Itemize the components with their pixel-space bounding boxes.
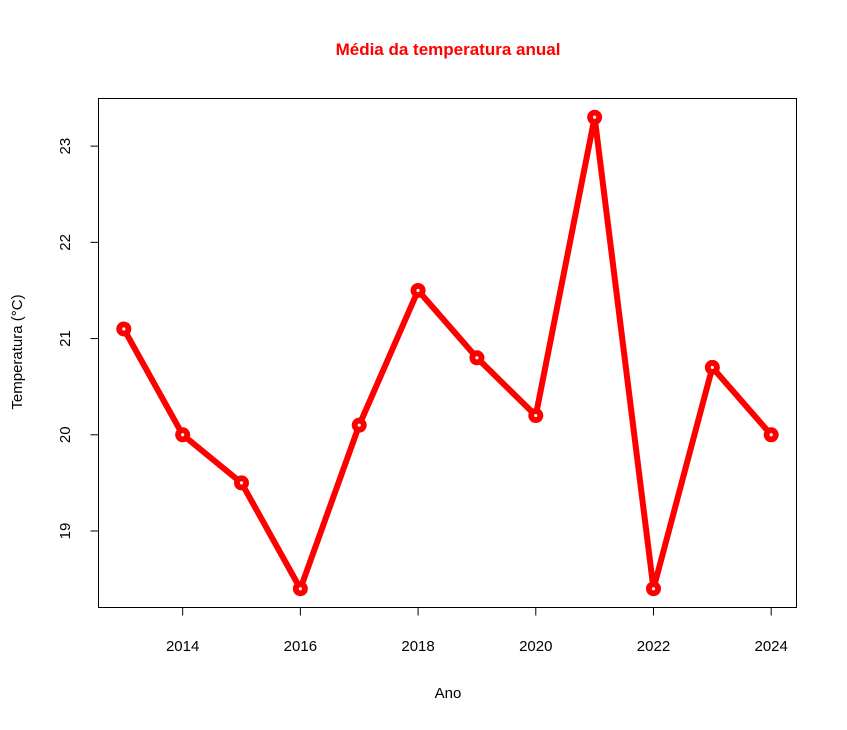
data-point-center	[475, 356, 479, 360]
temperature-series	[116, 109, 779, 597]
data-point-center	[181, 433, 185, 437]
y-tick-label: 20	[57, 426, 74, 443]
data-point-center	[298, 587, 302, 591]
y-tick-label: 21	[57, 330, 74, 347]
data-point-center	[534, 413, 538, 418]
y-tick-label: 19	[57, 523, 74, 540]
x-tick-label: 2022	[637, 638, 670, 655]
y-axis: 19 20 21 22 23	[57, 138, 99, 540]
data-point-center	[710, 365, 714, 370]
x-tick-label: 2020	[519, 638, 552, 655]
series-line	[121, 116, 774, 596]
y-tick-label: 22	[57, 234, 74, 251]
x-axis-label: Ano	[435, 685, 462, 702]
x-tick-label: 2016	[284, 638, 317, 655]
data-point-center	[357, 423, 361, 427]
plot-area-frame	[98, 98, 797, 608]
y-axis-label: Temperatura (°C)	[9, 294, 26, 409]
x-tick-label: 2018	[401, 638, 434, 655]
x-tick-label: 2014	[166, 638, 199, 655]
y-tick-label: 23	[57, 138, 74, 155]
data-point-center	[239, 481, 244, 485]
x-tick-label: 2024	[755, 638, 788, 655]
chart-title: Média da temperatura anual	[336, 40, 561, 59]
data-point-center	[416, 288, 420, 293]
data-point-center	[593, 115, 597, 119]
data-point-center	[769, 433, 773, 437]
x-axis: 2014 2016 2018 2020 2022 2024	[166, 607, 788, 655]
data-point-center	[122, 327, 126, 331]
data-point-center	[651, 587, 656, 591]
